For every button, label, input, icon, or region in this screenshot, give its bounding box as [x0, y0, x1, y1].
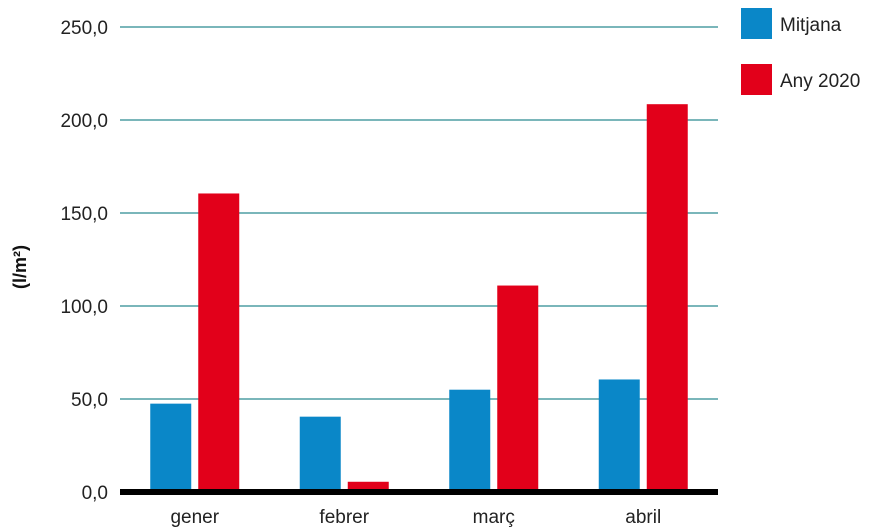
y-tick-label: 50,0 [71, 390, 108, 411]
y-tick-label: 200,0 [60, 111, 108, 132]
x-tick-label: març [473, 507, 515, 528]
legend: Mitjana Any 2020 [741, 8, 860, 95]
bar-any-2020-2 [497, 285, 539, 492]
bar-any-2020-1 [347, 481, 389, 492]
bar-mitjana-1 [299, 416, 341, 492]
y-axis-label: (l/m²) [10, 245, 30, 289]
y-tick-label: 150,0 [60, 204, 108, 225]
x-tick-label: gener [170, 507, 219, 528]
axis-layer: 0,0 50,0 100,0 150,0 200,0 250,0 gener febrer ma… [60, 18, 718, 528]
legend-swatch-mitjana [741, 8, 772, 39]
legend-label-mitjana: Mitjana [780, 15, 842, 36]
bar-mitjana-0 [150, 403, 192, 492]
y-tick-label: 250,0 [60, 18, 108, 39]
y-tick-label: 100,0 [60, 297, 108, 318]
x-tick-label: abril [625, 507, 661, 528]
x-tick-label: febrer [319, 507, 369, 528]
bar-any-2020-3 [646, 104, 688, 492]
bars-layer [150, 104, 688, 492]
legend-swatch-any-2020 [741, 64, 772, 95]
bar-mitjana-3 [598, 379, 640, 492]
bar-any-2020-0 [198, 193, 240, 492]
y-tick-label: 0,0 [82, 483, 108, 504]
legend-label-any-2020: Any 2020 [780, 71, 860, 92]
bar-mitjana-2 [449, 389, 491, 492]
